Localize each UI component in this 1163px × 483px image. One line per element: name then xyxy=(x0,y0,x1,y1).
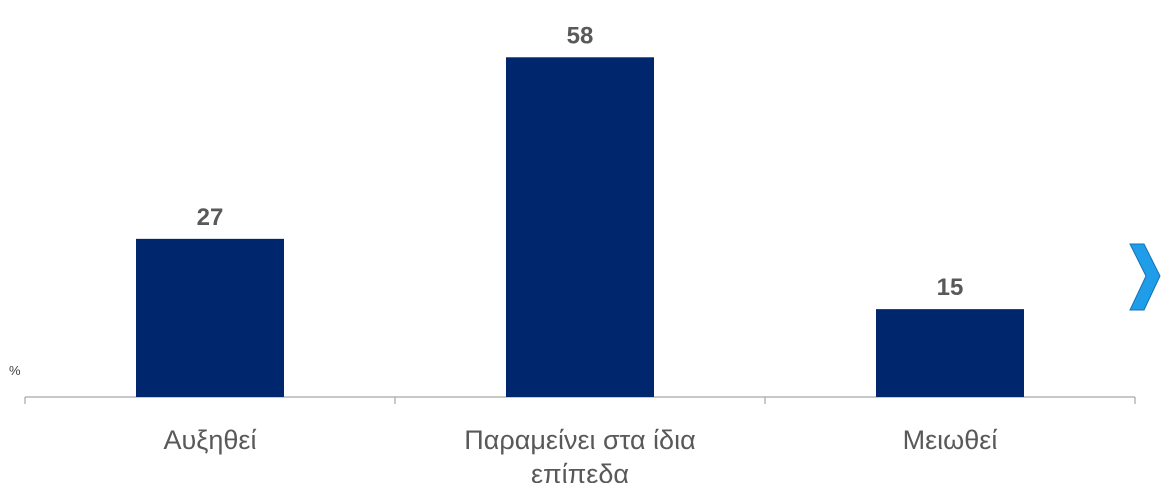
category-label-line: Παραμείνει στα ίδια xyxy=(464,425,695,455)
category-label: Αυξηθεί xyxy=(164,425,257,455)
bar-value-label: 15 xyxy=(937,274,964,301)
bar xyxy=(136,238,284,397)
category-label: Παραμείνει στα ίδια επίπεδα xyxy=(464,425,695,483)
category-label: Μειωθεί xyxy=(903,425,998,455)
bar-value-label: 58 xyxy=(567,22,594,49)
labels-layer: 27 Αυξηθεί 58 Παραμείνει στα ίδια επίπεδα 15 Μ… xyxy=(164,22,998,483)
category-label-line: Αυξηθεί xyxy=(164,425,257,455)
category-label-line: επίπεδα xyxy=(531,459,629,483)
axis-layer xyxy=(24,396,1136,404)
chevron-right-icon[interactable] xyxy=(1129,243,1161,311)
bar xyxy=(506,57,654,398)
bar-value-label: 27 xyxy=(197,204,224,231)
bar xyxy=(876,309,1024,397)
unit-label: % xyxy=(9,363,21,378)
bars-layer xyxy=(136,57,1024,398)
category-label-line: Μειωθεί xyxy=(903,425,998,455)
